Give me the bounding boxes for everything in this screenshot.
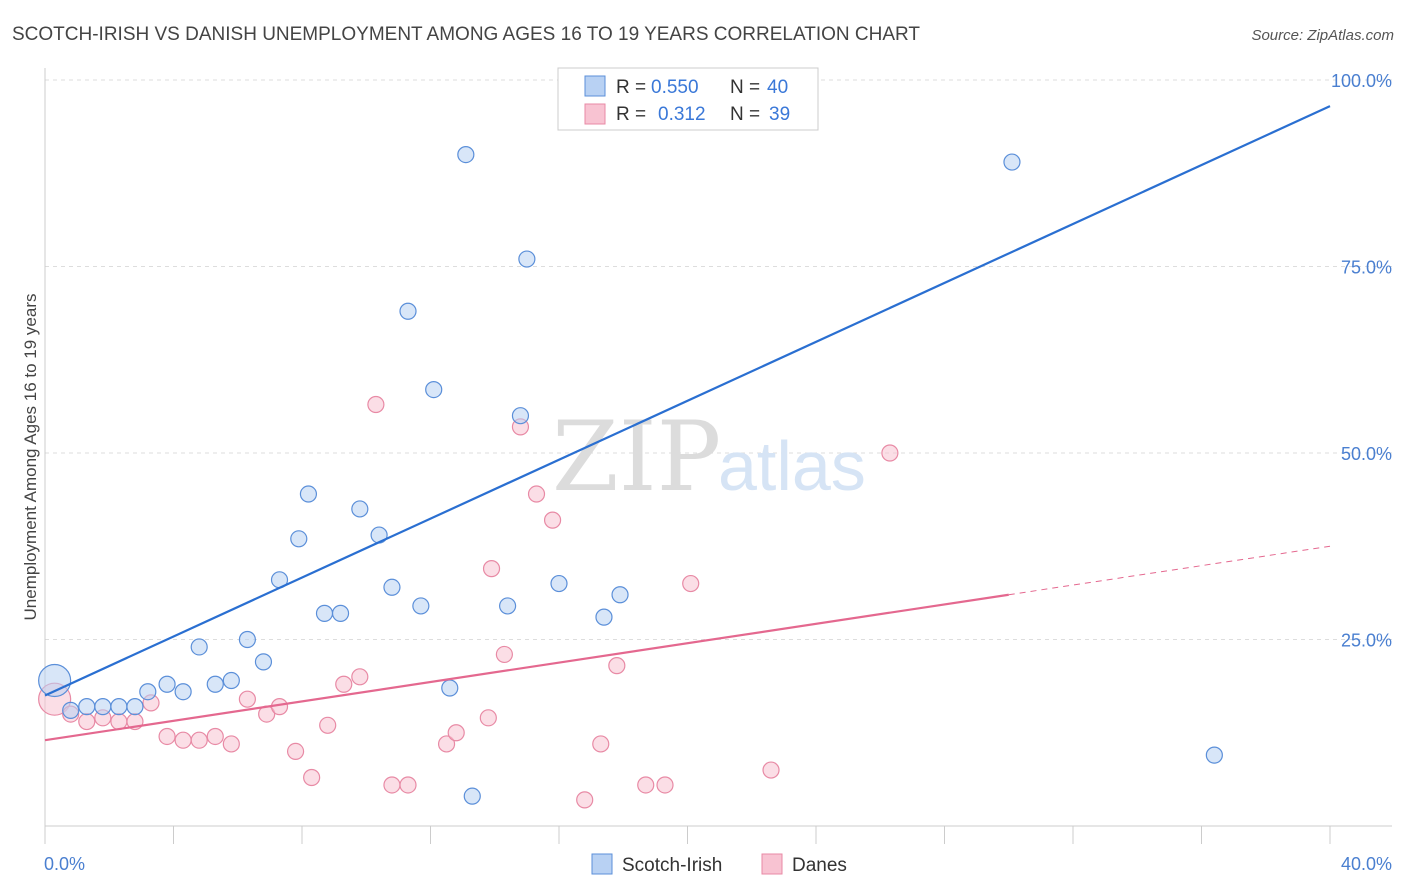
scotch-irish-point [441, 679, 459, 697]
scotch-irish-trend-line [44, 105, 1331, 697]
danes-point [543, 511, 562, 529]
danes-point [222, 735, 240, 753]
stats-legend-r-label: R = [616, 104, 646, 125]
y-tick-labels: 25.0% 50.0% 75.0% 100.0% [1331, 71, 1392, 651]
scotch-irish-point [299, 485, 318, 503]
danes-point [437, 735, 456, 753]
scotch-irish-point [595, 608, 613, 626]
stats-legend-n-value: 40 [767, 77, 788, 98]
watermark-zip: ZIP [552, 401, 721, 513]
scotch-irish-point [158, 675, 176, 693]
scotch-irish-point [126, 698, 144, 716]
scotch-irish-point [463, 787, 481, 805]
scotch-irish-point [290, 530, 308, 548]
danes-point [319, 716, 337, 734]
danes-point [447, 724, 465, 742]
watermark: ZIP atlas [552, 401, 866, 513]
stats-legend-n-label: N = [730, 77, 760, 98]
y-tick-label: 50.0% [1341, 444, 1392, 464]
stats-legend-r-value: 0.550 [651, 77, 699, 98]
scotch-irish-point [206, 675, 224, 693]
legend-label-scotch-irish: Scotch-Irish [622, 855, 722, 876]
danes-point [158, 727, 176, 746]
stats-legend-swatch-scotch-irish [584, 75, 606, 97]
x-tick-label: 40.0% [1341, 854, 1392, 874]
scotch-irish-point [1205, 746, 1223, 764]
watermark-atlas: atlas [718, 427, 866, 505]
y-tick-label: 100.0% [1331, 71, 1392, 91]
scotch-irish-point [222, 671, 240, 690]
danes-point [286, 742, 305, 761]
scotch-irish-point [62, 701, 80, 719]
stats-legend-r-value: 0.312 [658, 104, 706, 125]
danes-trend-line-extrapolated [1008, 545, 1331, 596]
danes-point [495, 645, 513, 664]
bottom-legend: Scotch-Irish Danes [591, 853, 847, 876]
scotch-irish-point [190, 638, 208, 656]
danes-point [656, 776, 674, 794]
danes-point [479, 709, 497, 727]
scotch-irish-point [78, 698, 96, 716]
x-tick-label: 0.0% [44, 854, 85, 874]
danes-point [682, 574, 700, 593]
danes-point [238, 690, 256, 708]
danes-point [190, 731, 208, 749]
scotch-irish-point [425, 380, 443, 399]
y-axis-label: Unemployment Among Ages 16 to 19 years [21, 294, 40, 621]
danes-point [482, 560, 501, 578]
danes-point [335, 675, 353, 693]
danes-point [174, 731, 192, 749]
scotch-irish-point [351, 500, 369, 518]
scotch-irish-point [457, 146, 475, 164]
scotch-irish-point [174, 683, 192, 701]
stats-legend-swatch-danes [584, 103, 606, 125]
scotch-irish-point [399, 302, 417, 320]
chart-title: SCOTCH-IRISH VS DANISH UNEMPLOYMENT AMON… [12, 24, 920, 45]
danes-point [608, 657, 626, 675]
danes-trend-line [44, 593, 1009, 742]
scotch-irish-point [611, 586, 629, 604]
scotch-irish-point [139, 683, 157, 701]
danes-point [637, 776, 655, 794]
stats-legend-n-label: N = [730, 104, 760, 125]
danes-point [303, 768, 321, 787]
stats-legend-r-label: R = [616, 77, 646, 98]
danes-point [383, 776, 401, 794]
scotch-irish-point [315, 604, 334, 622]
scotch-irish-point [254, 653, 273, 671]
source-text: Source: ZipAtlas.com [1251, 27, 1394, 44]
scotch-irish-point [499, 597, 517, 615]
danes-point [576, 791, 594, 809]
danes-point [762, 761, 780, 779]
danes-point [206, 727, 224, 746]
danes-point [351, 668, 369, 686]
y-tick-label: 25.0% [1341, 631, 1392, 651]
scotch-irish-point [383, 578, 401, 596]
scotch-irish-point [518, 250, 536, 268]
x-tick-labels: 0.0% 40.0% [44, 854, 1392, 874]
scotch-irish-point [412, 597, 430, 615]
danes-point [367, 395, 385, 414]
legend-swatch-scotch-irish [591, 853, 613, 875]
danes-point [78, 712, 96, 731]
scotch-irish-point [1003, 153, 1021, 171]
legend-label-danes: Danes [792, 855, 847, 876]
grid-lines [45, 79, 1392, 640]
danes-point [399, 776, 417, 794]
stats-legend-n-value: 39 [769, 104, 790, 125]
scotch-irish-point [94, 698, 112, 716]
scotch-irish-point [238, 630, 256, 649]
scotch-irish-point [550, 574, 568, 593]
scotch-irish-point [331, 604, 350, 622]
danes-point [592, 735, 610, 753]
trend-lines [44, 105, 1331, 742]
scotch-irish-point [511, 407, 530, 425]
danes-point [881, 444, 899, 462]
stats-legend: R = 0.550 N = 40 R = 0.312 N = 39 [557, 67, 819, 131]
danes-point [527, 485, 546, 503]
scotch-irish-point [110, 698, 128, 716]
y-tick-label: 75.0% [1341, 258, 1392, 278]
legend-swatch-danes [761, 853, 783, 875]
